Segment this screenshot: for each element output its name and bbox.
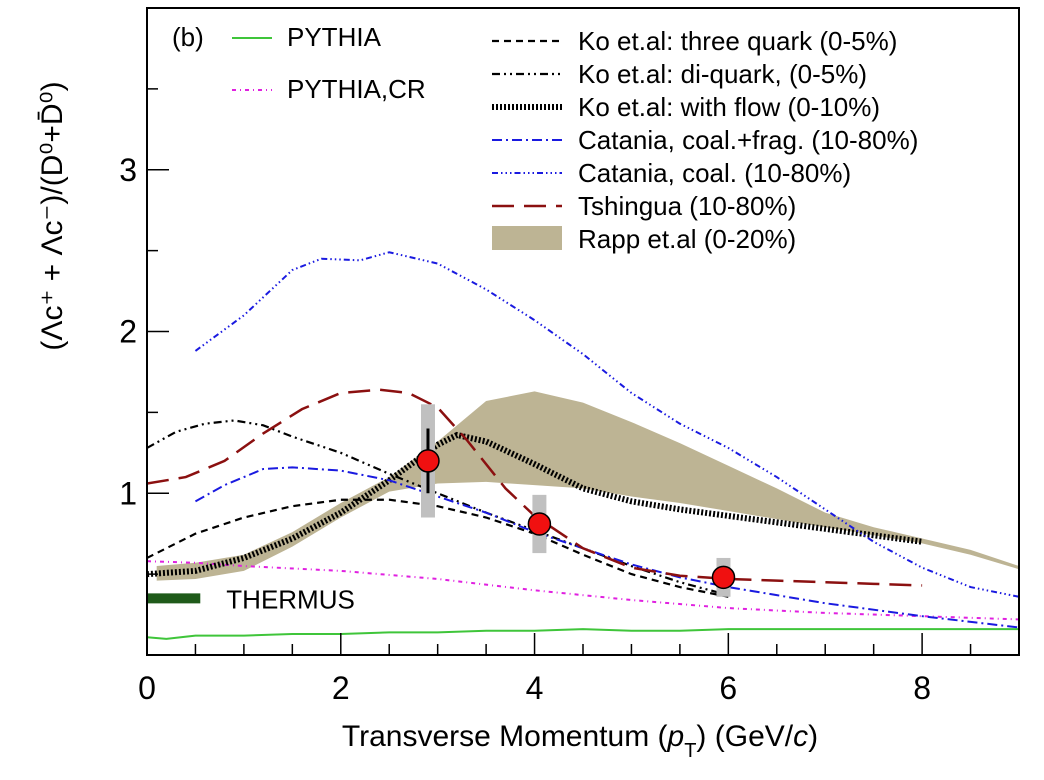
series-line-5: [194, 466, 1019, 629]
x-tick-label-4: 8: [913, 670, 931, 706]
panel-label: (b): [172, 22, 204, 52]
series-layer: [147, 251, 1019, 640]
series-line-7: [147, 388, 923, 587]
y-axis-title: (Λc⁺ + Λc⁻)/(D⁰+D̄⁰): [36, 81, 69, 350]
x-axis-title-suffix: ): [808, 720, 818, 753]
band-rapp: [156, 391, 1019, 581]
points-layer: [416, 404, 736, 597]
legend-right-label-5: Tshingua (10-80%): [578, 191, 796, 221]
data-point-0: [416, 449, 440, 473]
series-line-6: [194, 251, 1019, 598]
legend-right-label-0: Ko et.al: three quark (0-5%): [578, 26, 897, 56]
x-axis-title: Transverse Momentum (pT) (GeV/c): [342, 720, 818, 762]
data-point-2: [711, 565, 736, 590]
legend: PYTHIA PYTHIA,CR Ko et.al: three quark (0-…: [232, 22, 918, 254]
x-axis-title-unit-var: c: [793, 720, 808, 753]
legend-right-swatch-6: [492, 226, 562, 250]
x-axis-title-unit-prefix: ) (GeV/: [696, 720, 793, 753]
x-axis-title-var: p: [667, 720, 685, 753]
y-tick-label-0: 1: [119, 475, 137, 511]
x-tick-label-0: 0: [138, 670, 156, 706]
x-axis-title-prefix: Transverse Momentum (: [342, 720, 668, 753]
series-line-0: [147, 628, 1019, 640]
x-tick-label-2: 4: [526, 670, 544, 706]
x-axis-title-sub: T: [684, 740, 696, 762]
ticks-layer: 0 2 4 6 8 1 2 3: [119, 88, 1020, 706]
legend-right-label-2: Ko et.al: with flow (0-10%): [578, 92, 880, 122]
legend-left-label-0: PYTHIA: [287, 22, 382, 52]
legend-right-label-6: Rapp et.al (0-20%): [578, 224, 796, 254]
y-tick-label-2: 3: [119, 152, 137, 188]
plot-area: [147, 251, 1019, 640]
legend-right-label-4: Catania, coal. (10-80%): [578, 158, 851, 188]
band-layer: [156, 391, 1019, 581]
legend-right-label-3: Catania, coal.+frag. (10-80%): [578, 125, 918, 155]
x-tick-label-1: 2: [332, 670, 350, 706]
series-line-4: [147, 431, 923, 578]
series-line-2: [147, 498, 729, 598]
legend-right-label-1: Ko et.al: di-quark, (0-5%): [578, 59, 867, 89]
legend-left-label-1: PYTHIA,CR: [287, 74, 426, 104]
thermus-label: THERMUS: [226, 584, 355, 614]
x-tick-label-3: 6: [719, 670, 737, 706]
data-point-1: [527, 512, 552, 536]
y-tick-label-1: 2: [119, 314, 137, 350]
